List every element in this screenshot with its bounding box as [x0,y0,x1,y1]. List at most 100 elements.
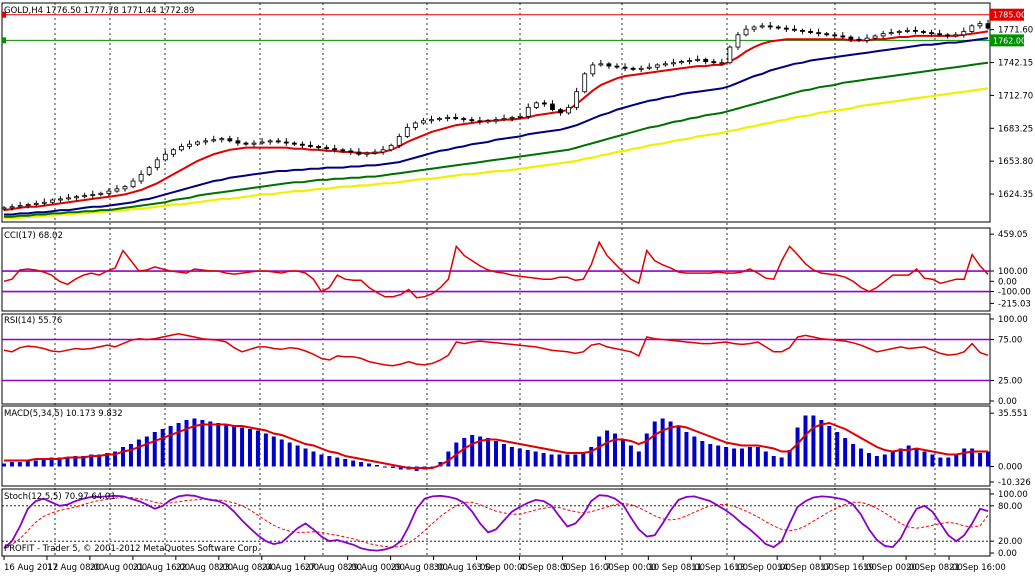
candle-body [679,61,684,64]
panel-frame [1,488,991,557]
macd-bar [541,453,546,467]
candle-body [82,195,88,198]
price-level-marker [2,11,6,18]
macd-bar [113,451,118,467]
candle [58,196,63,203]
macd-signal-line [4,421,988,469]
rsi-title: RSI(14) 55.76 [4,316,62,326]
macd-bar [795,427,800,467]
candle [179,143,184,152]
macd-bar [255,430,260,467]
x-tick-label: 17 Aug 08:00 [47,563,104,573]
macd-bar [605,430,610,467]
y-tick-label: 100.00 [998,490,1028,500]
price-level-label: 1762.00 [993,36,1026,45]
candle-body [300,143,305,146]
candle [727,45,733,65]
symbol-header: GOLD,H4 1776.50 1777.78 1771.44 1772.89 [4,6,194,16]
x-tick-label: 16 Aug 2012 [4,563,58,573]
candle [654,63,660,70]
candle-body [437,118,442,121]
y-tick-label: -215.03 [998,299,1031,309]
macd-bar [866,453,871,467]
candle-body [130,180,136,188]
macd-bar [152,432,157,467]
candle-body [493,119,499,122]
x-tick-label: 27 Aug 08:00 [305,563,362,573]
candle-body [259,141,265,144]
candle [630,66,636,72]
candle [961,27,967,38]
macd-bar [851,444,856,467]
candle-body [711,61,717,64]
macd-bar [708,444,713,467]
macd-bar [763,451,768,467]
macd-bar [2,463,6,467]
macd-bar [49,457,54,467]
candle-body [66,197,71,200]
candle [291,141,297,146]
candle [348,148,354,155]
candle [533,101,539,110]
candle [453,113,459,121]
candle [800,28,805,35]
panel-frame [1,2,991,223]
y-tick-label: 35.551 [998,409,1028,419]
candle-body [33,202,39,205]
macd-bar [478,436,483,467]
candle-body [1,207,7,210]
candle-body [856,38,862,41]
macd-bar [732,448,737,467]
candle-body [638,67,644,70]
candle-body [291,142,297,145]
candle-body [179,146,184,151]
candle [792,25,797,33]
macd-bar [597,436,602,467]
price-level-label: 1785.00 [993,11,1026,20]
macd-bar [208,421,213,467]
macd-bar [9,462,14,467]
macd-bar [224,424,229,467]
macd-bar [557,454,562,467]
y-tick-label: 80.00 [998,502,1022,512]
candle [162,150,168,162]
candle-body [195,141,200,145]
candle [590,62,596,77]
candle-body [654,64,660,68]
candle [243,141,249,146]
macd-bar [494,441,498,467]
candle [404,123,410,139]
candle [783,25,789,33]
macd-bar [192,418,197,467]
candle-body [517,115,523,118]
x-tick-label: 30 Aug 16:00 [434,563,491,573]
y-tick-label: 100.00 [998,315,1028,325]
candle-body [913,29,918,32]
candle-body [783,27,789,30]
macd-bar [73,456,78,467]
candle-body [606,63,612,67]
macd-bar [160,429,165,467]
candle [90,190,96,199]
macd-bar [501,444,506,467]
macd-bar [168,426,173,467]
candle [170,148,176,158]
macd-bar [343,459,348,467]
candle [501,114,507,122]
candle-body [872,35,878,39]
y-tick-label: 1771.60 [998,26,1033,36]
candle [904,27,910,34]
macd-bar [549,454,554,467]
candle-body [566,106,571,114]
macd-bar [589,447,594,467]
candle [49,198,55,204]
macd-bar [843,438,848,467]
candle-body [453,117,459,119]
macd-bar [747,447,752,467]
candle [977,20,983,29]
macd-bar [628,445,633,467]
candle [300,141,305,149]
candle-body [461,118,467,121]
y-tick-label: 1712.70 [998,91,1033,101]
